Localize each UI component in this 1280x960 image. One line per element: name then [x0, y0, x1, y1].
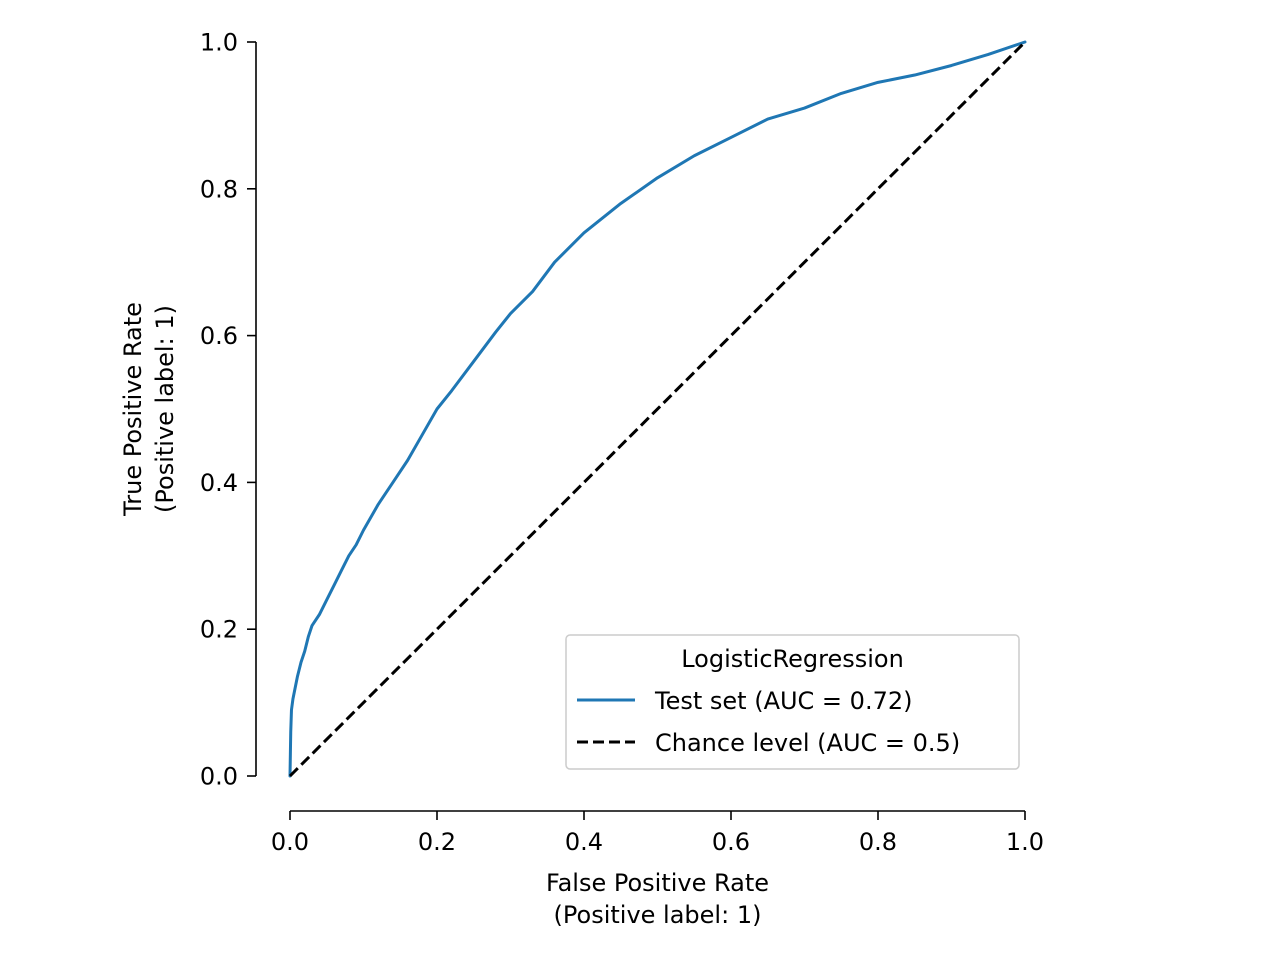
y-axis-sublabel: (Positive label: 1)	[151, 305, 179, 513]
x-axis-label: False Positive Rate	[546, 869, 769, 897]
x-tick-label: 0.4	[565, 828, 603, 856]
x-tick-label: 0.0	[271, 828, 309, 856]
legend: LogisticRegression Test set (AUC = 0.72)…	[565, 634, 1020, 770]
y-tick-label: 0.2	[200, 616, 238, 644]
series-line-test-set	[288, 40, 1027, 778]
y-tick-label: 0.4	[200, 469, 238, 497]
x-tick-label: 0.6	[712, 828, 750, 856]
x-axis-ticks: 0.0 0.2 0.4 0.6 0.8 1.0	[271, 811, 1044, 856]
legend-title: LogisticRegression	[681, 645, 904, 673]
series-line-chance-level	[288, 40, 1027, 778]
legend-entry-test-set: Test set (AUC = 0.72)	[654, 687, 912, 715]
y-axis-label: True Positive Rate	[119, 302, 147, 517]
y-axis-ticks: 0.0 0.2 0.4 0.6 0.8 1.0	[200, 29, 256, 791]
y-tick-label: 0.0	[200, 763, 238, 791]
y-tick-label: 0.6	[200, 322, 238, 350]
legend-frame	[565, 634, 1020, 770]
x-tick-label: 0.2	[418, 828, 456, 856]
x-axis-sublabel: (Positive label: 1)	[554, 901, 762, 929]
y-tick-label: 0.8	[200, 175, 238, 203]
legend-entry-chance-level: Chance level (AUC = 0.5)	[655, 729, 960, 757]
x-tick-label: 1.0	[1006, 828, 1044, 856]
y-tick-label: 1.0	[200, 29, 238, 57]
series-layer	[288, 40, 1027, 778]
x-tick-label: 0.8	[859, 828, 897, 856]
